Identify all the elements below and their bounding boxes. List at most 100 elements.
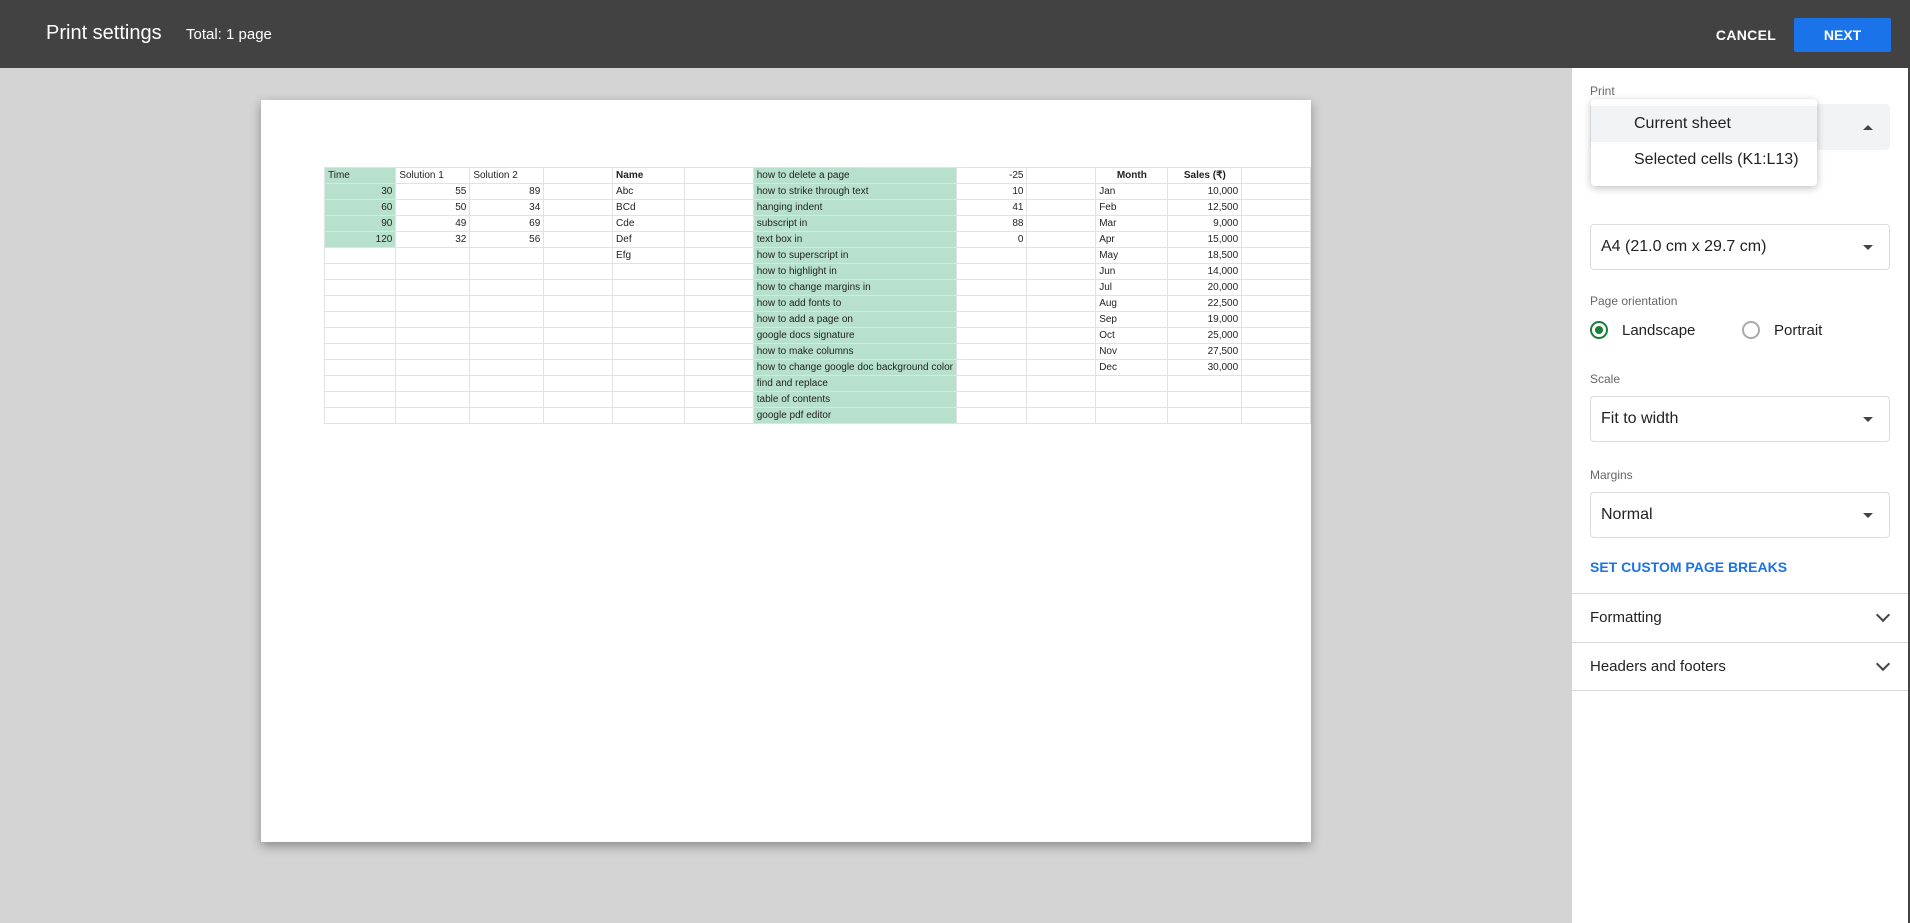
sheet-cell: Solution 2 — [469, 167, 545, 184]
sheet-cell: 120 — [323, 231, 397, 248]
sheet-cell: table of contents — [752, 391, 958, 408]
sheet-cell: 88 — [955, 215, 1028, 232]
sheet-cell — [543, 279, 614, 296]
sheet-cell — [612, 407, 685, 424]
print-select[interactable]: Current sheet Selected cells (K1:L13) — [1590, 99, 1890, 186]
scale-select[interactable]: Fit to width — [1590, 396, 1890, 442]
sheet-cell: 14,000 — [1167, 263, 1243, 280]
headers-footers-section[interactable]: Headers and footers — [1572, 642, 1908, 691]
sheet-cell: Def — [612, 231, 685, 248]
sheet-cell — [323, 407, 397, 424]
sheet-cell — [612, 359, 685, 376]
sheet-row: google docs signature Oct 25,000 — [323, 327, 1311, 344]
scale-value: Fit to width — [1601, 410, 1679, 427]
sheet-cell: google docs signature — [752, 327, 958, 344]
sheet-cell — [1167, 407, 1243, 424]
sheet-cell — [323, 279, 397, 296]
sheet-cell — [1026, 359, 1097, 376]
sheet-cell — [684, 279, 754, 296]
sheet-cell — [543, 263, 614, 280]
sheet-cell — [1026, 295, 1097, 312]
landscape-label: Landscape — [1622, 321, 1696, 339]
sheet-cell: 49 — [395, 215, 471, 232]
cancel-button[interactable]: CANCEL — [1706, 18, 1786, 52]
sheet-cell — [955, 263, 1028, 280]
sheet-cell — [1241, 295, 1311, 312]
landscape-radio[interactable]: Landscape — [1590, 321, 1695, 339]
sheet-cell — [612, 391, 685, 408]
sheet-cell: 89 — [469, 183, 545, 200]
sheet-row: 30 55 89 Abc how to strike through text 10 Jan… — [323, 183, 1311, 200]
page-title: Print settings — [46, 22, 162, 44]
sheet-cell: how to change margins in — [752, 279, 958, 296]
caret-down-icon — [1863, 417, 1873, 422]
sheet-cell — [684, 295, 754, 312]
sheet-cell — [1026, 391, 1097, 408]
print-label: Print — [1590, 84, 1615, 98]
sheet-cell — [612, 311, 685, 328]
portrait-radio[interactable]: Portrait — [1742, 321, 1822, 339]
sheet-cell: Jul — [1095, 279, 1169, 296]
sheet-cell: how to highlight in — [752, 263, 958, 280]
sheet-cell — [395, 343, 471, 360]
sheet-cell: 50 — [395, 199, 471, 216]
sheet-cell — [612, 295, 685, 312]
sheet-cell: 10 — [955, 183, 1028, 200]
sheet-cell — [955, 327, 1028, 344]
sheet-cell: how to add a page on — [752, 311, 958, 328]
sheet-cell — [684, 375, 754, 392]
paper-size-select[interactable]: A4 (21.0 cm x 29.7 cm) — [1590, 224, 1890, 270]
margins-select[interactable]: Normal — [1590, 492, 1890, 538]
sheet-cell — [1241, 327, 1311, 344]
sheet-cell: 0 — [955, 231, 1028, 248]
sheet-row: 60 50 34 BCd hanging indent 41 Feb 12,500 — [323, 199, 1311, 216]
sheet-cell — [1026, 311, 1097, 328]
top-bar: Print settings Total: 1 page CANCEL NEXT — [0, 0, 1910, 68]
sheet-cell — [1167, 375, 1243, 392]
sheet-cell — [469, 263, 545, 280]
sheet-cell — [1167, 391, 1243, 408]
sheet-preview: Time Solution 1 Solution 2 Name how to delet… — [323, 167, 1311, 424]
sheet-cell: Solution 1 — [395, 167, 471, 184]
sheet-cell — [323, 327, 397, 344]
formatting-section[interactable]: Formatting — [1572, 593, 1908, 642]
sheet-cell: 32 — [395, 231, 471, 248]
sheet-cell — [955, 247, 1028, 264]
sheet-cell: Apr — [1095, 231, 1169, 248]
menu-item-selected-cells[interactable]: Selected cells (K1:L13) — [1634, 151, 1799, 168]
formatting-label: Formatting — [1590, 609, 1662, 626]
sheet-cell — [1241, 343, 1311, 360]
next-button[interactable]: NEXT — [1794, 18, 1891, 52]
sheet-row: table of contents — [323, 391, 1311, 408]
sheet-cell — [469, 407, 545, 424]
sheet-cell: 56 — [469, 231, 545, 248]
scale-label: Scale — [1590, 372, 1621, 386]
sheet-cell — [543, 375, 614, 392]
sheet-cell: 90 — [323, 215, 397, 232]
caret-down-icon — [1863, 245, 1873, 250]
chevron-down-icon — [1875, 607, 1891, 623]
sheet-cell — [543, 231, 614, 248]
sheet-cell — [1026, 199, 1097, 216]
sheet-cell — [1241, 407, 1311, 424]
sheet-cell — [543, 359, 614, 376]
sheet-cell — [1026, 279, 1097, 296]
sheet-cell — [1241, 215, 1311, 232]
sheet-row: how to add a page on Sep 19,000 — [323, 311, 1311, 328]
sheet-cell — [684, 407, 754, 424]
sheet-cell: how to superscript in — [752, 247, 958, 264]
print-preview-page: Time Solution 1 Solution 2 Name how to delet… — [261, 100, 1311, 842]
sheet-cell: Oct — [1095, 327, 1169, 344]
sheet-cell: Aug — [1095, 295, 1169, 312]
sheet-cell — [323, 263, 397, 280]
sheet-cell — [469, 343, 545, 360]
set-custom-page-breaks-link[interactable]: SET CUSTOM PAGE BREAKS — [1590, 559, 1788, 575]
sheet-cell — [1095, 375, 1169, 392]
menu-item-current-sheet[interactable]: Current sheet — [1591, 106, 1817, 142]
sheet-cell: BCd — [612, 199, 685, 216]
chevron-down-icon — [1875, 656, 1891, 672]
sheet-cell: google pdf editor — [752, 407, 958, 424]
caret-down-icon — [1863, 513, 1873, 518]
sheet-cell — [612, 279, 685, 296]
sheet-cell: how to strike through text — [752, 183, 958, 200]
